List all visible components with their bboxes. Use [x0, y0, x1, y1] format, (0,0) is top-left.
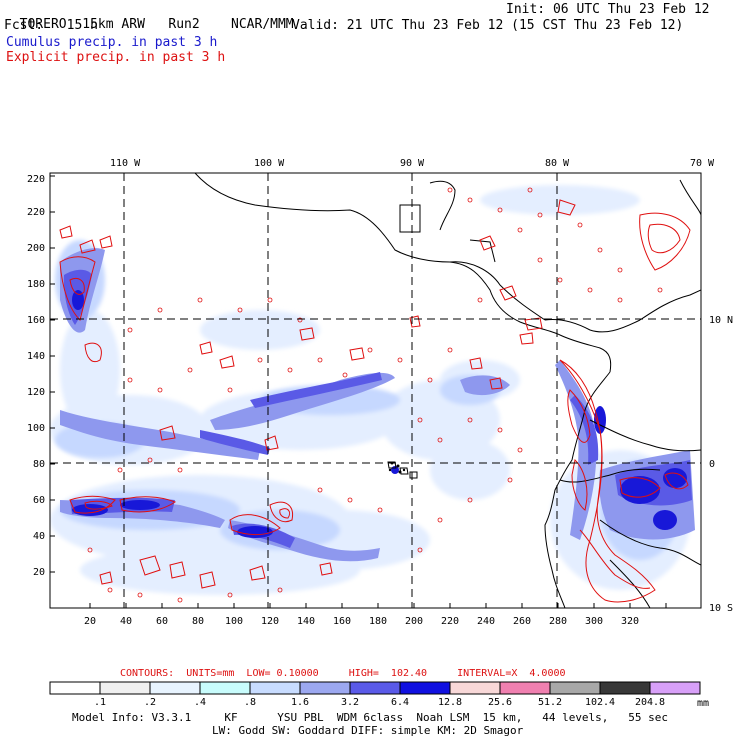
- colorbar-label: .1: [94, 697, 106, 708]
- colorbar-swatch: [149, 681, 201, 695]
- x-tick: 40: [120, 616, 132, 627]
- x-tick: 180: [369, 616, 387, 627]
- axis-ticks: [50, 175, 667, 608]
- model-info: Model Info: V3.3.1 KF YSU PBL WDM 6class…: [72, 711, 669, 724]
- color-bar: .1 .2 .4 .8 1.6 3.2 6.4 12.8 25.6 51.2 102.4 204.8: [49, 681, 701, 708]
- x-tick: 280: [549, 616, 567, 627]
- y-tick: 120: [27, 387, 45, 398]
- x-tick: 100: [225, 616, 243, 627]
- colorbar-label: .2: [144, 697, 156, 708]
- y-tick: 40: [33, 531, 45, 542]
- y-tick-labels: 20 40 60 80 100 120 140 160 180 200 220 …: [27, 174, 45, 578]
- x-tick: 240: [477, 616, 495, 627]
- colorbar-label: 1.6: [291, 697, 309, 708]
- lon-label: 110 W: [110, 158, 141, 169]
- colorbar-swatch: [449, 681, 501, 695]
- y-tick: 180: [27, 279, 45, 290]
- lat-label: 0: [709, 459, 715, 470]
- colorbar-swatch: [599, 681, 651, 695]
- model-name: TORERO: [19, 17, 67, 32]
- colorbar-label: 3.2: [341, 697, 359, 708]
- org-label: NCAR/MMM: [231, 17, 294, 32]
- colorbar-label: 25.6: [488, 697, 512, 708]
- colorbar-label: 12.8: [438, 697, 462, 708]
- colorbar-swatch: [499, 681, 551, 695]
- y-tick: 100: [27, 423, 45, 434]
- resolution: 15km ARW: [82, 17, 145, 32]
- valid-time: Valid: 21 UTC Thu 23 Feb 12 (15 CST Thu …: [292, 18, 684, 33]
- y-tick: 200: [27, 243, 45, 254]
- colorbar-swatch: [399, 681, 451, 695]
- y-tick: 220: [27, 174, 45, 185]
- y-tick: 140: [27, 351, 45, 362]
- init-time: Init: 06 UTC Thu 23 Feb 12: [506, 2, 710, 17]
- colorbar-label: 51.2: [538, 697, 562, 708]
- colorbar-swatch: [99, 681, 151, 695]
- lat-label: 10 S: [709, 603, 733, 614]
- y-tick: 60: [33, 495, 45, 506]
- x-tick: 160: [333, 616, 351, 627]
- x-tick: 120: [261, 616, 279, 627]
- colorbar-label: 204.8: [635, 697, 665, 708]
- lon-label: 80 W: [545, 158, 570, 169]
- x-tick: 80: [192, 616, 204, 627]
- lon-label: 100 W: [254, 158, 285, 169]
- forecast-hour: Fcst: 15 h: [4, 18, 98, 33]
- longitude-labels: 110 W 100 W 90 W 80 W 70 W: [110, 158, 715, 169]
- model-physics: LW: Godd SW: Goddard DIFF: simple KM: 2D…: [212, 724, 524, 737]
- y-tick: 220: [27, 207, 45, 218]
- lat-label: 10 N: [709, 315, 733, 326]
- colorbar-swatch: [549, 681, 601, 695]
- contour-info: CONTOURS: UNITS=mm LOW= 0.10000 HIGH= 10…: [120, 668, 566, 679]
- lon-label: 90 W: [400, 158, 425, 169]
- colorbar-label: .4: [194, 697, 206, 708]
- lat-lon-grid: [50, 173, 701, 608]
- colorbar-swatch: [299, 681, 351, 695]
- lon-label: 70 W: [690, 158, 715, 169]
- colorbar-swatch: [249, 681, 301, 695]
- colorbar-label: .8: [244, 697, 256, 708]
- coastlines: [194, 173, 701, 608]
- colorbar-swatch: [649, 681, 701, 695]
- cumulus-field-label: Cumulus precip. in past 3 h: [6, 35, 218, 50]
- model-title: TORERO 15km ARW Run2 NCAR/MMM: [4, 2, 294, 32]
- explicit-precip-contours: [59, 199, 691, 603]
- x-tick: 20: [84, 616, 96, 627]
- x-tick: 300: [585, 616, 603, 627]
- y-tick: 80: [33, 459, 45, 470]
- colorbar-swatch: [49, 681, 101, 695]
- explicit-field-label: Explicit precip. in past 3 h: [6, 50, 226, 65]
- x-tick: 260: [513, 616, 531, 627]
- x-tick: 220: [441, 616, 459, 627]
- colorbar-swatch: [199, 681, 251, 695]
- latitude-labels: 10 N 0 10 S: [709, 315, 733, 614]
- colorbar-label: 6.4: [391, 697, 409, 708]
- colorbar-unit: mm: [697, 698, 709, 709]
- colorbar-label: 102.4: [585, 697, 615, 708]
- colorbar-swatch: [349, 681, 401, 695]
- x-tick: 60: [156, 616, 168, 627]
- y-tick: 160: [27, 315, 45, 326]
- x-tick-labels: 20 40 60 80 100 120 140 160 180 200 220 …: [84, 616, 639, 627]
- precip-shading: [50, 185, 695, 595]
- x-tick: 320: [621, 616, 639, 627]
- x-tick: 200: [405, 616, 423, 627]
- y-tick: 20: [33, 567, 45, 578]
- run-label: Run2: [168, 17, 200, 32]
- map-frame: [49, 172, 702, 609]
- x-tick: 140: [297, 616, 315, 627]
- scattered-contours: [87, 187, 663, 603]
